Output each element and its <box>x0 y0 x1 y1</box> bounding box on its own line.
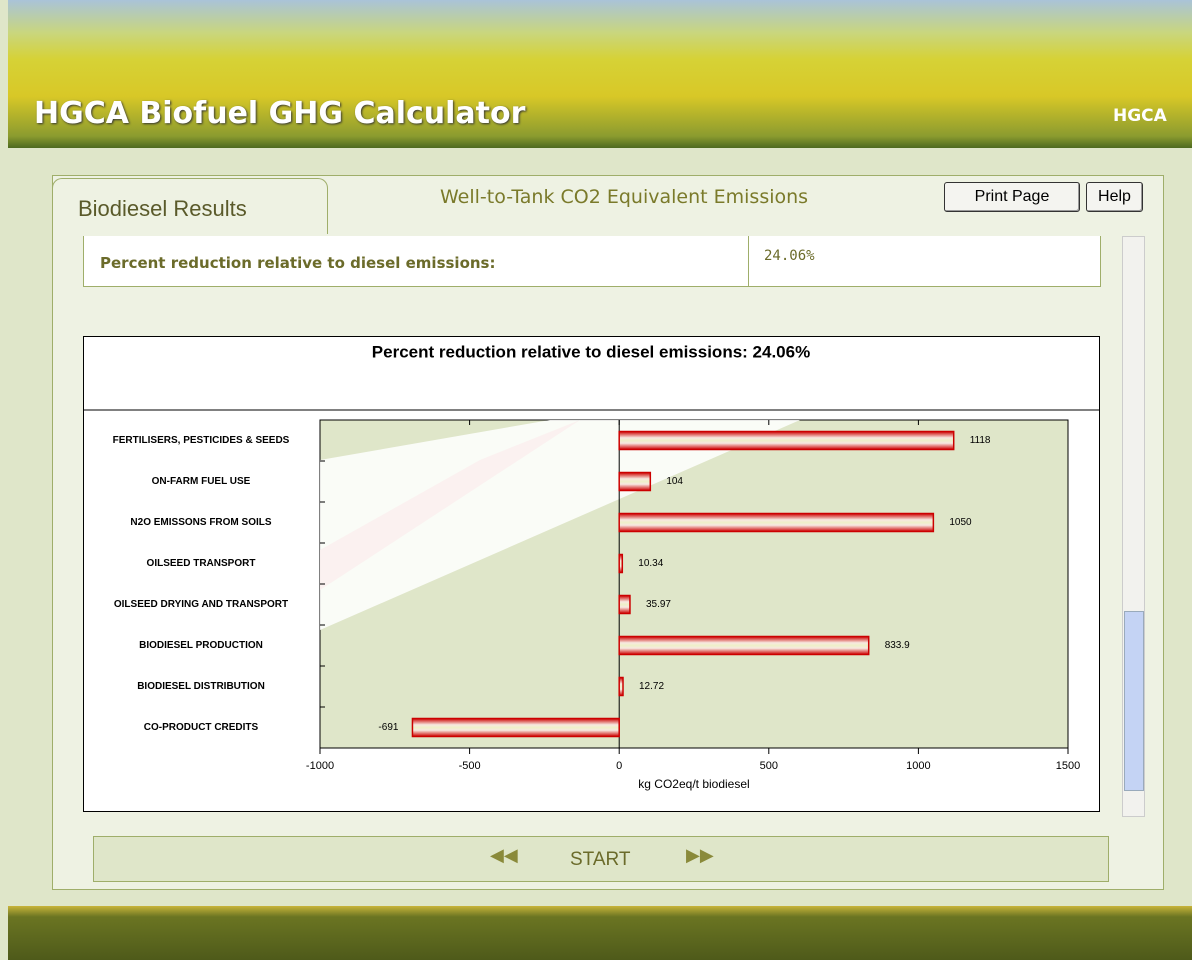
y-tick-label: ON-FARM FUEL USE <box>152 476 251 487</box>
bar <box>619 555 622 573</box>
page: HGCA Biofuel GHG Calculator HGCA Biodies… <box>0 0 1192 960</box>
x-axis-label: kg CO2eq/t biodiesel <box>638 777 749 791</box>
chart-title: Percent reduction relative to diesel emi… <box>372 342 810 361</box>
value-label: 1050 <box>949 517 972 528</box>
x-tick-label: -1000 <box>306 760 334 772</box>
result-value: 24.06% <box>764 248 815 264</box>
y-tick-label: FERTILISERS, PESTICIDES & SEEDS <box>113 435 290 446</box>
nav-bar: ◀◀ START ▶▶ <box>93 836 1109 882</box>
y-tick-label: BIODIESEL DISTRIBUTION <box>137 681 265 692</box>
value-label: 12.72 <box>639 681 664 692</box>
prev-button[interactable]: ◀◀ <box>490 845 518 866</box>
section-title: Well-to-Tank CO2 Equivalent Emissions <box>440 186 808 208</box>
tab[interactable]: Biodiesel Results <box>52 178 328 234</box>
x-tick-label: 0 <box>616 760 622 772</box>
bar <box>619 473 650 491</box>
y-tick-label: CO-PRODUCT CREDITS <box>144 722 259 733</box>
scroll-thumb[interactable] <box>1124 611 1144 791</box>
x-tick-label: 1500 <box>1056 760 1080 772</box>
chart: Percent reduction relative to diesel emi… <box>83 336 1101 813</box>
header-title: HGCA Biofuel GHG Calculator <box>34 96 525 131</box>
bar <box>412 719 619 737</box>
y-tick-label: OILSEED TRANSPORT <box>147 558 256 569</box>
result-label: Percent reduction relative to diesel emi… <box>100 254 496 272</box>
value-label: 833.9 <box>885 640 910 651</box>
start-button[interactable]: START <box>570 849 631 871</box>
bar <box>619 637 869 655</box>
logo: HGCA <box>1113 106 1167 126</box>
bar <box>619 596 630 614</box>
y-tick-label: OILSEED DRYING AND TRANSPORT <box>114 599 288 610</box>
y-tick-label: BIODIESEL PRODUCTION <box>139 640 263 651</box>
value-label: -691 <box>378 722 398 733</box>
header-banner: HGCA Biofuel GHG Calculator HGCA <box>8 0 1192 148</box>
x-tick-label: 500 <box>760 760 778 772</box>
bar <box>619 678 623 696</box>
y-tick-label: N2O EMISSONS FROM SOILS <box>130 517 271 528</box>
value-label: 1118 <box>970 435 991 446</box>
next-button[interactable]: ▶▶ <box>686 845 714 866</box>
scrollbar[interactable] <box>1122 236 1145 817</box>
value-label: 35.97 <box>646 599 671 610</box>
help-button[interactable]: Help <box>1086 182 1143 212</box>
print-button[interactable]: Print Page <box>944 182 1080 212</box>
bar <box>619 514 933 532</box>
x-tick-label: -500 <box>459 760 481 772</box>
value-label: 104 <box>666 476 683 487</box>
divider <box>748 236 749 286</box>
result-row: Percent reduction relative to diesel emi… <box>83 236 1101 287</box>
bar <box>619 432 954 450</box>
value-label: 10.34 <box>638 558 663 569</box>
x-tick-label: 1000 <box>906 760 930 772</box>
footer-band <box>8 906 1192 960</box>
